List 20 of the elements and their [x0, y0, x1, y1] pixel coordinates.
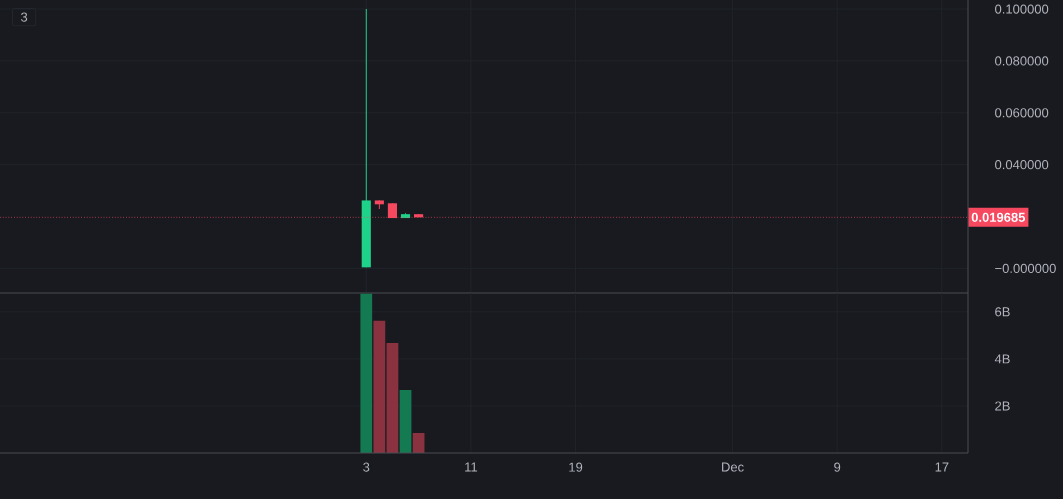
x-tick-label: 3 — [363, 462, 370, 472]
bar — [360, 293, 373, 453]
bar — [399, 389, 412, 453]
y-tick-label: 2B — [995, 401, 1010, 411]
x-tick-label: Dec — [722, 462, 744, 472]
x-tick-label: 9 — [834, 462, 841, 472]
y-tick-label: 4B — [994, 354, 1010, 364]
bar — [373, 320, 386, 453]
x-tick-label: 19 — [569, 462, 583, 472]
annotation: 3 — [21, 12, 28, 22]
y-tick-label: 0.080000 — [995, 56, 1049, 66]
y-tick-label: 0.060000 — [995, 108, 1049, 118]
x-tick-label: 11 — [465, 462, 478, 472]
y-tick-label: −0.000000 — [995, 263, 1056, 273]
y-tick-label: 0.040000 — [995, 160, 1049, 170]
bar — [386, 342, 399, 453]
y-tick-label: 0.100000 — [995, 4, 1049, 14]
ref-line-label: 0.019685 — [971, 212, 1026, 222]
x-tick-label: 17 — [935, 462, 949, 472]
y-tick-label: 6B — [995, 307, 1010, 317]
